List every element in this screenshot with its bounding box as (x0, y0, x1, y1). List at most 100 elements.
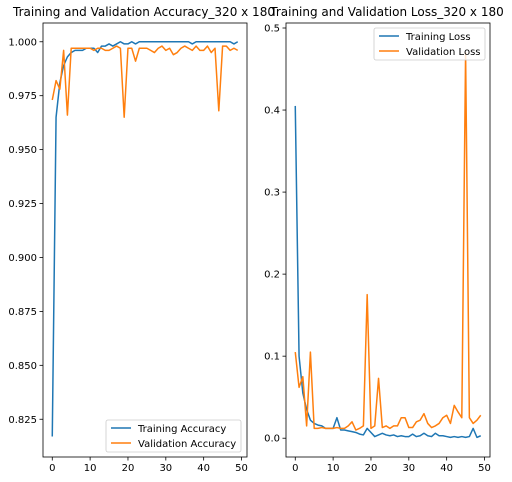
data-point-validation-accuracy-14 (104, 50, 106, 52)
data-point-validation-loss-2 (302, 376, 304, 378)
data-point-validation-loss-37 (435, 425, 437, 427)
data-point-training-accuracy-27 (154, 41, 156, 43)
data-point-training-loss-26 (393, 434, 395, 436)
loss-xtick-label: 50 (478, 463, 491, 474)
data-point-validation-accuracy-27 (154, 52, 156, 54)
data-point-validation-accuracy-26 (150, 50, 152, 52)
data-point-validation-accuracy-39 (199, 50, 201, 52)
data-point-training-accuracy-31 (169, 41, 171, 43)
loss-xtick-label: 20 (365, 463, 378, 474)
loss-ytick-label: 0.2 (264, 270, 280, 281)
accuracy-axes-frame (42, 22, 248, 458)
data-point-validation-accuracy-29 (161, 45, 163, 47)
loss-ticks: 0 10 20 30 40 50 0.0 0.1 0.2 0.3 0.4 0.5 (264, 24, 491, 474)
data-point-validation-accuracy-32 (173, 54, 175, 56)
data-point-validation-accuracy-42 (210, 52, 212, 54)
accuracy-xtick-label: 10 (84, 463, 97, 474)
data-point-validation-loss-12 (340, 428, 342, 430)
data-point-validation-loss-5 (313, 428, 315, 430)
data-point-validation-accuracy-12 (97, 47, 99, 49)
data-point-training-accuracy-47 (229, 41, 231, 43)
data-point-validation-accuracy-9 (86, 47, 88, 49)
data-point-training-accuracy-30 (165, 41, 167, 43)
loss-chart: Training and Validation Loss_320 x 180 0… (264, 5, 504, 474)
data-point-training-accuracy-22 (135, 43, 137, 45)
data-point-validation-accuracy-36 (188, 47, 190, 49)
data-point-validation-accuracy-10 (89, 47, 91, 49)
data-point-training-loss-13 (344, 429, 346, 431)
data-point-validation-accuracy-22 (135, 60, 137, 62)
accuracy-lines (51, 41, 239, 437)
loss-legend-box (373, 27, 486, 61)
data-point-training-accuracy-13 (101, 45, 103, 47)
data-point-validation-accuracy-35 (184, 45, 186, 47)
accuracy-chart: Training and Validation Accuracy_320 x 1… (8, 5, 275, 474)
data-point-validation-accuracy-28 (157, 47, 159, 49)
data-point-validation-accuracy-20 (127, 47, 129, 49)
series-line-validation-loss (294, 51, 482, 431)
data-point-training-accuracy-23 (139, 41, 141, 43)
data-point-training-accuracy-11 (93, 47, 95, 49)
data-point-training-loss-30 (408, 436, 410, 438)
data-point-training-accuracy-44 (218, 41, 220, 43)
accuracy-ytick-label: 1.000 (8, 37, 37, 48)
data-point-validation-accuracy-4 (67, 114, 69, 116)
accuracy-ytick-label: 0.850 (8, 361, 37, 372)
data-point-training-accuracy-39 (199, 41, 201, 43)
accuracy-chart-title: Training and Validation Accuracy_320 x 1… (12, 5, 275, 19)
data-point-training-accuracy-1 (55, 116, 57, 118)
data-point-validation-accuracy-17 (116, 45, 118, 47)
data-point-validation-accuracy-5 (70, 47, 72, 49)
legend-label-validation-loss: Validation Loss (406, 47, 481, 58)
accuracy-xtick-label: 30 (159, 463, 172, 474)
data-point-validation-loss-43 (457, 411, 459, 413)
data-point-training-loss-46 (469, 436, 471, 438)
data-point-training-loss-1 (298, 355, 300, 357)
loss-ytick-label: 0.5 (264, 24, 280, 35)
data-point-training-accuracy-7 (78, 50, 80, 52)
data-point-validation-loss-24 (385, 425, 387, 427)
data-point-training-loss-14 (347, 430, 349, 432)
data-point-validation-accuracy-38 (195, 45, 197, 47)
data-point-training-accuracy-40 (203, 41, 205, 43)
data-point-validation-loss-9 (329, 428, 331, 430)
legend-label-training-accuracy: Training Accuracy (137, 424, 226, 435)
data-point-validation-loss-47 (472, 423, 474, 425)
data-point-training-loss-23 (382, 432, 384, 434)
data-point-validation-loss-11 (336, 427, 338, 429)
data-point-validation-accuracy-7 (78, 47, 80, 49)
data-point-validation-loss-8 (325, 428, 327, 430)
data-point-validation-accuracy-33 (176, 52, 178, 54)
data-point-training-accuracy-26 (150, 41, 152, 43)
data-point-training-loss-35 (427, 435, 429, 437)
data-point-validation-accuracy-41 (207, 45, 209, 47)
data-point-validation-loss-4 (310, 351, 312, 353)
data-point-training-loss-42 (453, 436, 455, 438)
data-point-training-accuracy-49 (237, 41, 239, 43)
loss-xtick-label: 0 (292, 463, 298, 474)
loss-xtick-label: 40 (440, 463, 453, 474)
data-point-validation-loss-30 (408, 427, 410, 429)
data-point-training-accuracy-45 (222, 41, 224, 43)
data-point-training-loss-15 (351, 431, 353, 433)
loss-ytick-label: 0.4 (264, 106, 280, 117)
loss-chart-title: Training and Validation Loss_320 x 180 (269, 5, 503, 19)
data-point-validation-accuracy-8 (82, 47, 84, 49)
data-point-validation-accuracy-6 (74, 47, 76, 49)
data-point-training-accuracy-37 (192, 43, 194, 45)
data-point-validation-accuracy-49 (237, 50, 239, 52)
data-point-training-loss-45 (465, 437, 467, 439)
accuracy-xtick-label: 20 (122, 463, 135, 474)
accuracy-legend-box (105, 419, 242, 453)
data-point-validation-accuracy-3 (63, 50, 65, 52)
loss-ytick-label: 0.1 (264, 352, 280, 363)
data-point-validation-loss-42 (453, 405, 455, 407)
loss-ytick-label: 0.3 (264, 188, 280, 199)
data-point-validation-loss-39 (442, 417, 444, 419)
data-point-validation-accuracy-15 (108, 50, 110, 52)
data-point-training-loss-48 (476, 437, 478, 439)
data-point-training-accuracy-36 (188, 41, 190, 43)
data-point-training-loss-21 (374, 436, 376, 438)
data-point-validation-loss-0 (294, 351, 296, 353)
data-point-validation-loss-41 (450, 423, 452, 425)
